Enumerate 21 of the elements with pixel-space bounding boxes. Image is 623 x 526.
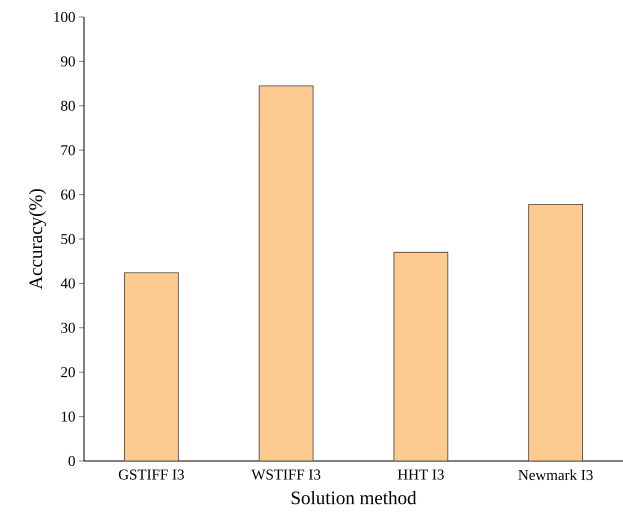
y-axis-title: Accuracy(%) bbox=[28, 189, 46, 290]
y-tick-label: 70 bbox=[61, 145, 75, 156]
x-tick-label: HHT I3 bbox=[398, 470, 444, 480]
x-tick-label: Newmark I3 bbox=[518, 470, 593, 480]
y-tick-label: 50 bbox=[61, 234, 75, 244]
y-tick-label: 30 bbox=[61, 322, 75, 333]
y-tick-label: 80 bbox=[61, 100, 75, 111]
bar bbox=[258, 85, 314, 461]
bar bbox=[394, 252, 448, 461]
bar bbox=[124, 272, 179, 461]
x-axis-title: Solution method bbox=[292, 490, 416, 504]
x-tick-label: WSTIFF I3 bbox=[251, 470, 320, 480]
y-tick-label: 20 bbox=[61, 367, 75, 378]
bar bbox=[528, 204, 583, 461]
x-tick-label: GSTIFF I3 bbox=[118, 470, 184, 480]
y-tick-label: 10 bbox=[62, 412, 75, 422]
y-tick-label: 60 bbox=[61, 190, 75, 200]
y-tick-label: 90 bbox=[60, 56, 75, 66]
y-tick-label: 0 bbox=[68, 456, 75, 466]
y-tick-label: 40 bbox=[60, 278, 75, 288]
y-tick-label: 100 bbox=[54, 12, 75, 22]
